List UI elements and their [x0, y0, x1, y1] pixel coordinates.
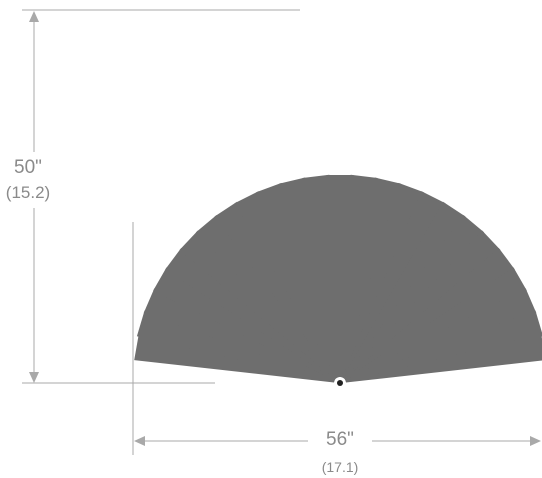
width-primary-label: 56" [326, 429, 354, 450]
sunburst-ray [143, 288, 335, 382]
sunburst-ray [326, 175, 354, 377]
sunburst-ray [342, 201, 466, 379]
ray-origin-dot [337, 380, 343, 386]
sunburst-ray [342, 191, 446, 378]
sunburst-ray [343, 215, 484, 379]
sunburst-ray [344, 248, 515, 380]
sunburst-ray [234, 191, 338, 378]
height-dimension [22, 9, 300, 384]
sunburst-ray [341, 182, 424, 378]
sunburst-ray [345, 288, 537, 382]
sunburst-ray [344, 230, 501, 380]
sunburst-rays [134, 174, 542, 383]
height-secondary-label: (15.2) [5, 183, 51, 202]
sunburst-ray [179, 230, 336, 380]
width-arrow-left [134, 436, 145, 446]
sunburst-ray [165, 248, 336, 380]
sunburst-ray [196, 215, 337, 379]
width-dimension [132, 222, 541, 455]
sunburst-ray [344, 267, 527, 381]
width-secondary-label: (17.1) [321, 459, 359, 475]
sunburst-ray [345, 310, 542, 382]
height-primary-label: 50" [14, 157, 42, 178]
height-arrow-up [29, 11, 39, 22]
sunburst-ray [345, 334, 542, 383]
sunburst-ray [278, 177, 340, 378]
sunburst-ray [136, 310, 335, 382]
sunburst-ray [153, 267, 336, 381]
height-arrow-down [29, 372, 39, 383]
sunburst-ray [214, 201, 338, 379]
sunburst-ray [256, 182, 339, 378]
width-arrow-right [530, 436, 541, 446]
